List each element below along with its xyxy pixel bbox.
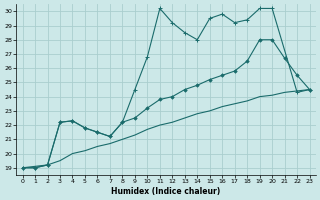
X-axis label: Humidex (Indice chaleur): Humidex (Indice chaleur) — [111, 187, 221, 196]
